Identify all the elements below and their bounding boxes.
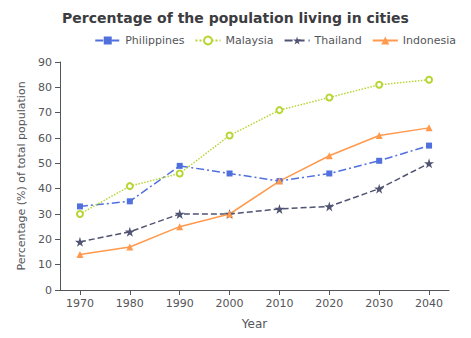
svg-text:Indonesia: Indonesia	[403, 34, 456, 47]
svg-text:2000: 2000	[216, 297, 244, 310]
svg-text:Philippines: Philippines	[125, 34, 185, 47]
svg-text:2010: 2010	[265, 297, 293, 310]
svg-text:2040: 2040	[415, 297, 443, 310]
svg-text:Malaysia: Malaysia	[226, 34, 274, 47]
svg-text:70: 70	[38, 106, 52, 119]
svg-text:40: 40	[38, 182, 52, 195]
svg-text:20: 20	[38, 233, 52, 246]
svg-text:Thailand: Thailand	[314, 34, 362, 47]
svg-text:1980: 1980	[116, 297, 144, 310]
svg-text:2020: 2020	[315, 297, 343, 310]
svg-text:90: 90	[38, 56, 52, 69]
svg-text:0: 0	[45, 284, 52, 297]
svg-text:1970: 1970	[66, 297, 94, 310]
svg-text:60: 60	[38, 132, 52, 145]
svg-text:Percentage (%) of total popula: Percentage (%) of total population	[15, 81, 28, 270]
svg-text:10: 10	[38, 258, 52, 271]
svg-text:Year: Year	[241, 317, 267, 331]
svg-text:Percentage of the population l: Percentage of the population living in c…	[62, 10, 409, 26]
svg-text:50: 50	[38, 157, 52, 170]
svg-text:2030: 2030	[365, 297, 393, 310]
svg-text:1990: 1990	[166, 297, 194, 310]
svg-text:30: 30	[38, 208, 52, 221]
svg-text:80: 80	[38, 81, 52, 94]
